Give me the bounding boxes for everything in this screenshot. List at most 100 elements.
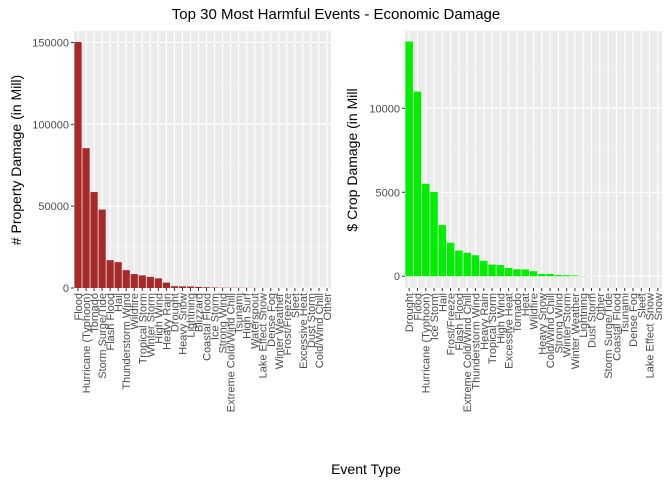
crop-category-label: Heavy Snow [537,293,549,355]
crop-y-tick-label: 10000 [369,103,400,115]
crop-bars [405,41,662,277]
crop-category-label: Coastal Flood [611,293,623,361]
property-y-tick-label: 50000 [38,201,69,213]
crop-y-tick-label: 5000 [376,187,400,199]
property-category-label: Waterspout [250,293,262,349]
property-bar [82,148,90,288]
property-bars [74,41,331,288]
crop-category-label: Drought [404,293,416,332]
crop-category-label: Strong Wind [553,293,565,354]
crop-category-label: Winter Weather [570,293,582,370]
property-category-label: Hurricane (Typhoon) [81,293,93,393]
property-bar [186,286,195,288]
crop-category-label: Extreme Cold/Wind Chill [462,293,474,412]
crop-bar [480,260,488,277]
property-category-label: Excessive Heat [298,293,310,369]
crop-category-label: Hail [437,293,449,312]
property-category-label: High Surf [242,292,254,339]
property-category-label: Flash Flood [105,293,117,350]
crop-category-label: Excessive Heat [504,293,516,369]
crop-category-label: Flash Flood [454,293,466,350]
property-category-label: Hail [113,293,125,312]
crop-category-label: High Wind [495,293,507,344]
property-category-label: Ice Storm [210,293,222,340]
property-category-label: Heavy Rain [161,293,173,350]
crop-category-label: Lake Effect Snow [645,293,657,378]
property-category-label: Blizzard [193,293,205,332]
crop-bar [405,41,413,277]
property-category-label: Tsunami [234,293,246,334]
property-bar [146,276,154,288]
property-category-label: Lake Effect Snow [258,293,270,378]
crop-bar [538,273,546,277]
property-bar [178,286,187,288]
property-category-label: Frost/Freeze [282,293,294,355]
property-category-label: Cold/Wind Chill [314,293,326,368]
property-bar [106,260,114,288]
property-category-label: Other [322,293,334,321]
crop-category-label: Ice Storm [429,293,441,340]
crop-bar [571,275,579,277]
property-category-label: Tropical Storm [137,293,149,364]
property-bar [130,274,138,288]
crop-category-label: Other [595,293,607,321]
crop-bar [496,265,505,277]
crop-bar [529,271,538,277]
crop-category-label: Flood [412,293,424,321]
crop-category-label: Heat [520,293,532,316]
property-bar [154,278,162,288]
crop-bar [471,255,480,277]
property-category-label: Lightning [185,293,197,338]
crop-y-axis-title: $ Crop Damage (in Mill [344,88,360,231]
property-y-ticks: 0 50000 100000 150000 [32,37,74,295]
crop-bar [446,242,455,277]
crop-y-tick-label: 0 [394,271,400,283]
crop-category-label: Tornado [512,293,524,333]
property-category-label: Heavy Snow [177,293,189,355]
crop-category-label: Heavy Rain [479,293,491,350]
property-category-label: Dust Storm [306,293,318,348]
crop-category-label: Cold/Wind Chill [545,293,557,368]
property-category-label: Sleet [290,293,302,318]
crop-category-label: Frost/Freeze [446,293,458,355]
property-category-label: Thunderstorm Wind [121,293,133,390]
property-bar [74,41,82,288]
figure-title: Top 30 Most Harmful Events - Economic Da… [172,6,500,23]
crop-category-label: Thunderstorm Wind [470,293,482,390]
property-category-label: Extreme Cold/Wind Chill [226,293,238,412]
property-category-label: Winter Storm [145,293,157,357]
property-y-axis-title: # Property Damage (in Mill) [8,75,24,245]
crop-category-label: Wildfire [529,293,541,330]
property-bar [114,262,122,288]
crop-bar [546,273,554,277]
crop-bar [438,225,447,277]
x-axis-title: Event Type [331,461,401,477]
crop-bar [554,275,563,277]
crop-category-label: Lightning [578,293,590,338]
property-bar [170,286,179,288]
property-y-tick-label: 100000 [32,119,69,131]
property-category-label: Flood [73,293,85,321]
crop-category-label: Dense Fog [628,293,640,347]
crop-y-ticks: 0 5000 10000 [369,103,405,283]
property-gridlines [74,31,331,289]
property-category-label: Drought [169,293,181,332]
crop-category-label: Dust Storm [587,293,599,348]
crop-category-label: Sleet [636,293,648,318]
property-y-tick-label: 0 [63,283,69,295]
crop-bar [413,91,422,277]
property-bar [122,270,130,288]
crop-bar [421,183,430,277]
property-category-label: Storm Surge/Tide [97,293,109,379]
property-category-label: High Wind [153,293,165,344]
property-category-label: Tornado [89,293,101,333]
crop-bar [463,252,471,277]
crop-bar [455,250,463,277]
property-bar [202,287,211,288]
crop-bar [430,191,438,277]
crop-bar [513,269,521,277]
